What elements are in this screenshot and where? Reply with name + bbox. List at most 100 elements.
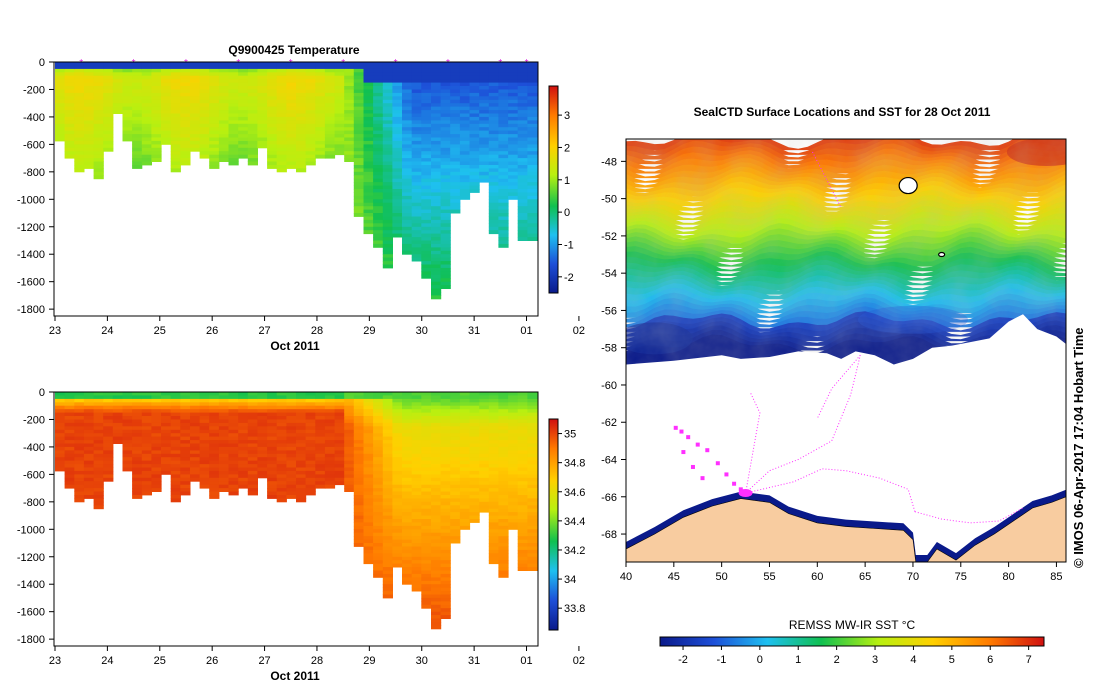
profile-cell bbox=[238, 79, 249, 84]
profile-cell bbox=[469, 419, 480, 424]
profile-cell bbox=[141, 440, 152, 444]
profile-cell bbox=[431, 219, 442, 224]
sst-colorbar-tick-label: 6 bbox=[987, 654, 993, 666]
profile-cell bbox=[431, 278, 442, 283]
profile-cell bbox=[315, 72, 326, 77]
profile-cell bbox=[112, 436, 123, 441]
profile-cell bbox=[112, 96, 123, 101]
profile-cell bbox=[382, 457, 393, 462]
profile-cell bbox=[218, 62, 230, 66]
profile-cell bbox=[488, 89, 499, 94]
profile-cell bbox=[170, 99, 181, 104]
profile-cell bbox=[141, 426, 152, 431]
profile-cell bbox=[363, 113, 374, 118]
profile-cell bbox=[488, 532, 499, 537]
profile-cell bbox=[402, 113, 413, 118]
profile-cell bbox=[93, 127, 104, 132]
profile-cell bbox=[440, 433, 451, 438]
profile-cell bbox=[122, 446, 133, 451]
profile-cell bbox=[93, 402, 104, 407]
profile-cell bbox=[83, 436, 95, 441]
profile-cell bbox=[479, 477, 490, 482]
profile-cell bbox=[286, 460, 297, 465]
profile-cell bbox=[180, 99, 191, 104]
profile-cell bbox=[373, 419, 384, 424]
profile-cell bbox=[161, 422, 172, 427]
profile-cell bbox=[527, 189, 538, 193]
profile-cell bbox=[498, 79, 509, 84]
profile-cell bbox=[488, 103, 499, 108]
profile-cell bbox=[247, 120, 258, 125]
profile-cell bbox=[373, 75, 384, 80]
profile-cell bbox=[170, 120, 181, 125]
profile-cell bbox=[488, 553, 499, 558]
profile-cell bbox=[324, 409, 336, 414]
profile-cell bbox=[353, 477, 364, 482]
profile-cell bbox=[363, 75, 374, 80]
profile-cell bbox=[247, 450, 258, 455]
profile-cell bbox=[431, 185, 442, 190]
profile-cell bbox=[508, 460, 519, 465]
profile-cell bbox=[382, 398, 393, 403]
profile-cell bbox=[392, 488, 403, 492]
profile-cell bbox=[55, 405, 66, 410]
profile-cell bbox=[488, 140, 499, 145]
profile-cell bbox=[132, 65, 143, 70]
profile-cell bbox=[450, 532, 461, 537]
sst-colorbar-tick-label: 4 bbox=[910, 654, 916, 666]
profile-cell bbox=[450, 429, 461, 434]
profile-cell bbox=[498, 467, 509, 472]
profile-cell bbox=[450, 147, 461, 152]
profile-cell bbox=[488, 498, 499, 503]
profile-cell bbox=[141, 450, 152, 455]
profile-cell bbox=[64, 464, 75, 468]
profile-cell bbox=[382, 405, 393, 410]
profile-cell bbox=[488, 477, 499, 482]
x-tick-label: 02 bbox=[573, 325, 585, 337]
profile-cell bbox=[382, 532, 393, 537]
profile-cell bbox=[353, 519, 364, 523]
profile-cell bbox=[353, 110, 364, 114]
profile-cell bbox=[411, 147, 422, 152]
profile-cell bbox=[286, 123, 297, 128]
profile-cell bbox=[315, 419, 326, 424]
profile-cell bbox=[334, 392, 345, 396]
profile-cell bbox=[508, 481, 519, 486]
profile-cell bbox=[498, 522, 509, 527]
profile-cell bbox=[402, 453, 413, 458]
profile-cell bbox=[238, 450, 249, 455]
profile-cell bbox=[363, 556, 374, 561]
profile-cell bbox=[238, 106, 249, 111]
profile-cell bbox=[209, 65, 220, 70]
profile-cell bbox=[508, 116, 519, 121]
profile-cell bbox=[411, 158, 422, 162]
profile-cell bbox=[305, 477, 316, 482]
profile-cell bbox=[276, 154, 287, 159]
profile-cell bbox=[228, 113, 239, 118]
profile-cell bbox=[392, 147, 403, 152]
profile-cell bbox=[392, 539, 403, 544]
profile-cell bbox=[411, 567, 422, 571]
profile-cell bbox=[517, 178, 528, 183]
profile-cell bbox=[55, 113, 66, 118]
profile-cell bbox=[498, 453, 509, 458]
profile-cell bbox=[373, 563, 384, 568]
profile-cell bbox=[344, 484, 355, 489]
profile-cell bbox=[74, 110, 85, 114]
profile-cell bbox=[132, 89, 143, 94]
profile-cell bbox=[440, 440, 451, 444]
profile-cell bbox=[305, 457, 316, 462]
profile-cell bbox=[286, 161, 297, 166]
lon-tick-label: 65 bbox=[859, 571, 871, 583]
profile-cell bbox=[450, 123, 461, 128]
profile-cell bbox=[421, 199, 432, 204]
profile-cell bbox=[353, 443, 364, 448]
profile-cell bbox=[238, 460, 249, 465]
profile-cell bbox=[315, 433, 326, 438]
profile-cell bbox=[382, 216, 393, 221]
profile-cell bbox=[421, 250, 432, 255]
profile-cell bbox=[421, 189, 432, 193]
profile-cell bbox=[209, 134, 220, 138]
x-tick-label: 23 bbox=[49, 655, 61, 667]
profile-cell bbox=[353, 501, 364, 506]
